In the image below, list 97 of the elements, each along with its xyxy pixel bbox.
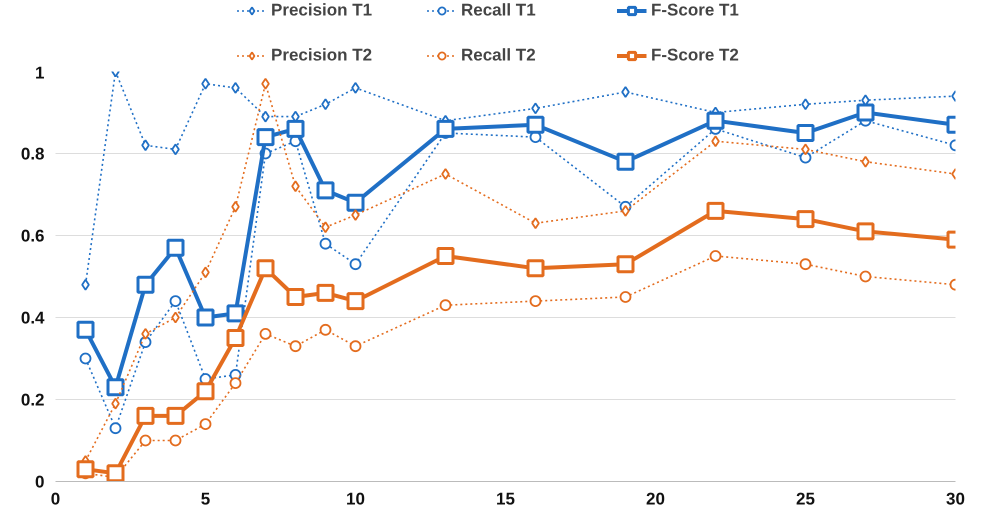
point [111, 398, 120, 410]
x-tick-label: 0 [50, 490, 60, 508]
point [350, 340, 362, 352]
legend-label: Recall T1 [461, 0, 537, 20]
point [231, 200, 240, 213]
point [801, 98, 810, 110]
point [201, 266, 210, 278]
point [136, 276, 154, 294]
point [226, 329, 244, 347]
point [76, 320, 94, 339]
point [200, 418, 212, 430]
point [321, 221, 330, 234]
point [166, 406, 184, 425]
point [261, 78, 270, 90]
x-tick-label: 10 [346, 490, 365, 508]
point [706, 112, 724, 130]
point [141, 328, 150, 340]
point [710, 250, 722, 262]
point [621, 86, 630, 98]
point [860, 270, 872, 282]
legend-label: F-Score T1 [651, 0, 740, 20]
point [616, 255, 634, 274]
point [350, 258, 362, 270]
point [231, 82, 240, 94]
point [201, 78, 210, 90]
x-tick-label: 15 [496, 490, 515, 508]
point [526, 116, 544, 134]
point [856, 222, 874, 240]
point [440, 299, 452, 312]
point [256, 259, 274, 278]
point [320, 324, 332, 336]
point [621, 205, 630, 217]
legend-label: F-Score T2 [651, 46, 740, 66]
point [171, 144, 180, 156]
point [320, 238, 332, 250]
point [346, 194, 364, 212]
point [801, 144, 810, 156]
point [140, 434, 152, 446]
point [346, 292, 364, 310]
point [171, 312, 180, 324]
point [321, 98, 330, 110]
point [80, 352, 92, 364]
y-tick-label: 0 [35, 472, 45, 492]
point [286, 288, 304, 306]
point [261, 110, 270, 122]
legend-label: Precision T1 [271, 0, 374, 20]
point [166, 238, 184, 257]
point [530, 295, 542, 307]
point [226, 304, 244, 322]
point [436, 247, 454, 265]
point [316, 181, 334, 200]
x-tick-label: 20 [646, 490, 665, 508]
point [531, 217, 540, 230]
point [110, 422, 122, 434]
legend-label: Precision T2 [271, 46, 374, 66]
point [141, 139, 150, 152]
point [291, 180, 300, 192]
point [260, 328, 272, 340]
point [856, 104, 874, 122]
point [796, 124, 814, 142]
point [136, 406, 154, 425]
y-tick-label: 0.2 [20, 390, 45, 410]
point [706, 202, 724, 220]
point [76, 460, 94, 478]
y-tick-label: 0.4 [20, 308, 46, 328]
point [290, 340, 302, 352]
point [316, 284, 334, 302]
point [170, 295, 182, 307]
point [196, 308, 214, 326]
point [531, 102, 540, 114]
point [106, 378, 124, 396]
point [170, 434, 182, 446]
point [526, 259, 544, 278]
y-tick-label: 1 [35, 64, 45, 82]
x-tick-label: 5 [200, 490, 210, 508]
point [351, 82, 360, 94]
point [711, 135, 720, 148]
x-tick-label: 30 [946, 490, 965, 508]
y-tick-label: 0.8 [20, 144, 45, 164]
x-tick-label: 25 [796, 490, 815, 508]
point [256, 128, 274, 146]
y-tick-label: 0.6 [20, 226, 45, 246]
point [196, 382, 214, 400]
point [616, 152, 634, 171]
point [351, 209, 360, 221]
point [441, 168, 450, 180]
point [230, 377, 242, 389]
point [861, 156, 870, 168]
point [800, 152, 812, 164]
point [796, 210, 814, 228]
point [436, 120, 454, 138]
legend-label: Recall T2 [461, 46, 537, 66]
point [620, 291, 632, 303]
point [800, 258, 812, 270]
point [81, 278, 90, 291]
point [286, 120, 304, 138]
point [106, 464, 124, 482]
